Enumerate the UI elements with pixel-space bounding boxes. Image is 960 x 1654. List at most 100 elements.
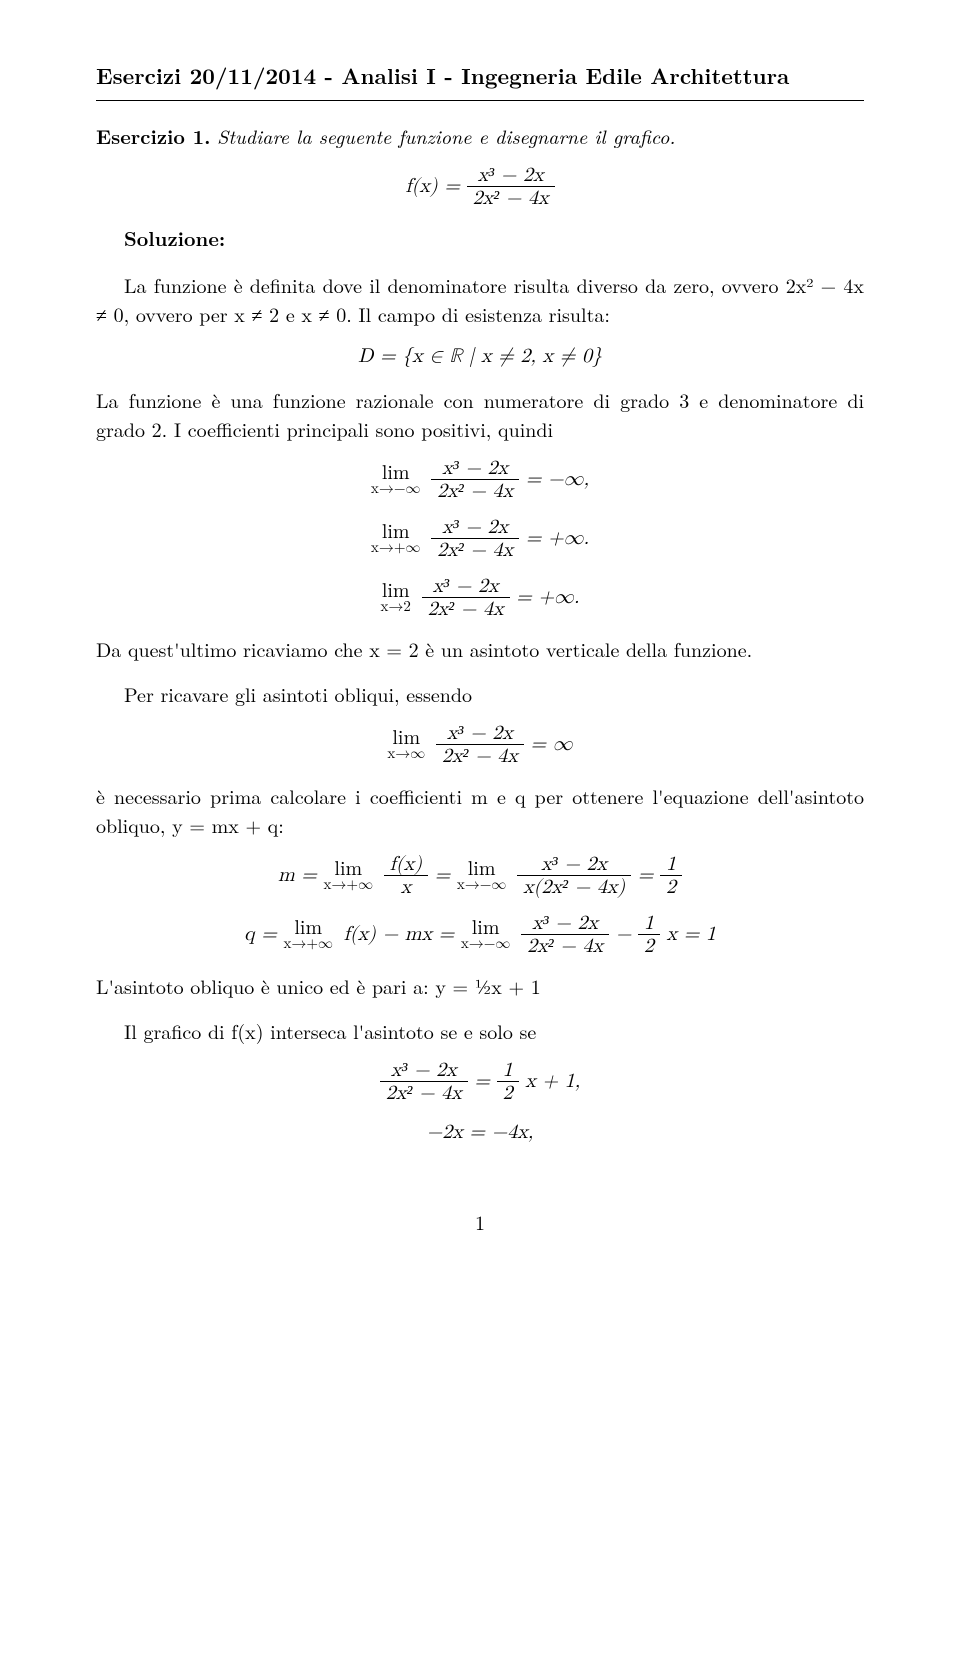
simplify-eq: −2x = −4x,: [427, 1122, 534, 1142]
lim-operator-4: lim x→∞: [387, 728, 425, 761]
lim-label: lim: [371, 522, 421, 542]
fraction-numerator: 1: [497, 1059, 519, 1082]
m-frac-2: x³ − 2x x(2x² − 4x): [517, 853, 631, 898]
fraction-denominator: 2x² − 4x: [467, 187, 555, 209]
lim3-rhs: = +∞.: [516, 583, 579, 612]
document-title: Esercizi 20/11/2014 - Analisi I - Ingegn…: [96, 60, 864, 92]
q-frac: x³ − 2x 2x² − 4x: [521, 912, 609, 957]
lim-label: lim: [283, 918, 333, 938]
lim4-rhs: = ∞: [530, 730, 572, 759]
fraction-numerator: x³ − 2x: [431, 516, 519, 539]
fraction-numerator: x³ − 2x: [521, 912, 609, 935]
paragraph-coefficients: è necessario prima calcolare i coefficie…: [96, 781, 864, 839]
lim-subscript: x→+∞: [283, 936, 333, 951]
int-tail: x + 1,: [525, 1067, 580, 1096]
minus: −: [616, 920, 632, 949]
fraction-denominator: 2x² − 4x: [422, 598, 510, 620]
lim-operator-q1: lim x→+∞: [283, 918, 333, 951]
paragraph-vertical-asymptote: Da quest'ultimo ricaviamo che x = 2 è un…: [96, 634, 864, 663]
limit-plus-infty: lim x→+∞ x³ − 2x 2x² − 4x = +∞.: [96, 516, 864, 561]
page-number: 1: [96, 1207, 864, 1236]
m-result: 1 2: [660, 853, 682, 898]
lim-label: lim: [324, 859, 374, 879]
lim-operator-3: lim x→2: [381, 581, 411, 614]
m-frac-1: f(x) x: [384, 853, 428, 898]
solution-label: Soluzione:: [124, 223, 225, 252]
paragraph-rational: La funzione è una funzione razionale con…: [96, 385, 864, 443]
q-tail: x = 1: [667, 920, 716, 949]
fraction-numerator: f(x): [384, 853, 428, 876]
fraction-denominator: x(2x² − 4x): [517, 876, 631, 898]
lim-subscript: x→−∞: [371, 481, 421, 496]
equals-sign: =: [435, 861, 451, 890]
paragraph-asymptote-result: L'asintoto obliquo è unico ed è pari a: …: [96, 971, 864, 1000]
exercise-1-heading: Esercizio 1. Studiare la seguente funzio…: [96, 121, 864, 150]
lim-subscript: x→+∞: [371, 540, 421, 555]
domain-equation: D = {x ∈ ℝ | x ≠ 2, x ≠ 0}: [96, 342, 864, 371]
equals-sign-int: =: [474, 1067, 490, 1096]
intersection-equation-1: x³ − 2x 2x² − 4x = 1 2 x + 1,: [96, 1059, 864, 1104]
lim-operator-2: lim x→+∞: [371, 522, 421, 555]
fraction-denominator: 2x² − 4x: [431, 539, 519, 561]
int-rhs-half: 1 2: [497, 1059, 519, 1104]
m-equals: m =: [278, 861, 317, 890]
limit-at-2: lim x→2 x³ − 2x 2x² − 4x = +∞.: [96, 575, 864, 620]
lim3-fraction: x³ − 2x 2x² − 4x: [422, 575, 510, 620]
lim-subscript: x→2: [381, 599, 411, 614]
lim1-rhs: = −∞,: [526, 465, 589, 494]
solution-label-row: Soluzione:: [96, 223, 864, 252]
fraction-numerator: x³ − 2x: [436, 722, 524, 745]
fraction-numerator: x³ − 2x: [380, 1059, 468, 1082]
lim-operator-1: lim x→−∞: [371, 463, 421, 496]
f-of-x-equals: f(x) =: [405, 172, 459, 201]
fraction-denominator: 2: [660, 876, 682, 898]
lim-subscript: x→∞: [387, 746, 425, 761]
paragraph-domain: La funzione è definita dove il denominat…: [96, 270, 864, 328]
fraction-numerator: 1: [660, 853, 682, 876]
equals-sign-2: =: [638, 861, 654, 890]
q-mid: f(x) − mx =: [344, 920, 455, 949]
lim4-fraction: x³ − 2x 2x² − 4x: [436, 722, 524, 767]
fraction-numerator: x³ − 2x: [422, 575, 510, 598]
lim-label: lim: [381, 581, 411, 601]
lim2-rhs: = +∞.: [526, 524, 589, 553]
fraction-denominator: 2x² − 4x: [436, 745, 524, 767]
lim-subscript: x→−∞: [461, 936, 511, 951]
lim1-fraction: x³ − 2x 2x² − 4x: [431, 457, 519, 502]
fraction-denominator: 2x² − 4x: [380, 1082, 468, 1104]
fraction-denominator: x: [384, 876, 428, 898]
intersection-equation-2: −2x = −4x,: [96, 1118, 864, 1147]
fraction-denominator: 2x² − 4x: [431, 480, 519, 502]
function-definition: f(x) = x³ − 2x 2x² − 4x: [96, 164, 864, 209]
fraction-denominator: 2x² − 4x: [521, 935, 609, 957]
fraction-denominator: 2: [638, 935, 660, 957]
m-equation: m = lim x→+∞ f(x) x = lim x→−∞ x³ − 2x x…: [96, 853, 864, 898]
lim-operator-m1: lim x→+∞: [324, 859, 374, 892]
fraction-numerator: x³ − 2x: [467, 164, 555, 187]
lim2-fraction: x³ − 2x 2x² − 4x: [431, 516, 519, 561]
q-half: 1 2: [638, 912, 660, 957]
lim-subscript: x→+∞: [324, 877, 374, 892]
lim-label: lim: [387, 728, 425, 748]
lim-operator-m2: lim x→−∞: [457, 859, 507, 892]
lim-label: lim: [457, 859, 507, 879]
title-rule: [96, 100, 864, 101]
q-equation: q = lim x→+∞ f(x) − mx = lim x→−∞ x³ − 2…: [96, 912, 864, 957]
lim-label: lim: [371, 463, 421, 483]
fraction-denominator: 2: [497, 1082, 519, 1104]
exercise-label: Esercizio 1.: [96, 121, 210, 150]
paragraph-intersection: Il grafico di f(x) interseca l'asintoto …: [96, 1016, 864, 1045]
limit-infinity: lim x→∞ x³ − 2x 2x² − 4x = ∞: [96, 722, 864, 767]
lim-subscript: x→−∞: [457, 877, 507, 892]
exercise-text: Studiare la seguente funzione e disegnar…: [217, 121, 675, 150]
fraction-numerator: x³ − 2x: [517, 853, 631, 876]
q-equals: q =: [244, 920, 277, 949]
paragraph-oblique-intro: Per ricavare gli asintoti obliqui, essen…: [96, 679, 864, 708]
limit-minus-infty: lim x→−∞ x³ − 2x 2x² − 4x = −∞,: [96, 457, 864, 502]
fraction-numerator: x³ − 2x: [431, 457, 519, 480]
fraction-numerator: 1: [638, 912, 660, 935]
domain-set: D = {x ∈ ℝ | x ≠ 2, x ≠ 0}: [358, 346, 602, 366]
int-lhs: x³ − 2x 2x² − 4x: [380, 1059, 468, 1104]
lim-label: lim: [461, 918, 511, 938]
lim-operator-q2: lim x→−∞: [461, 918, 511, 951]
